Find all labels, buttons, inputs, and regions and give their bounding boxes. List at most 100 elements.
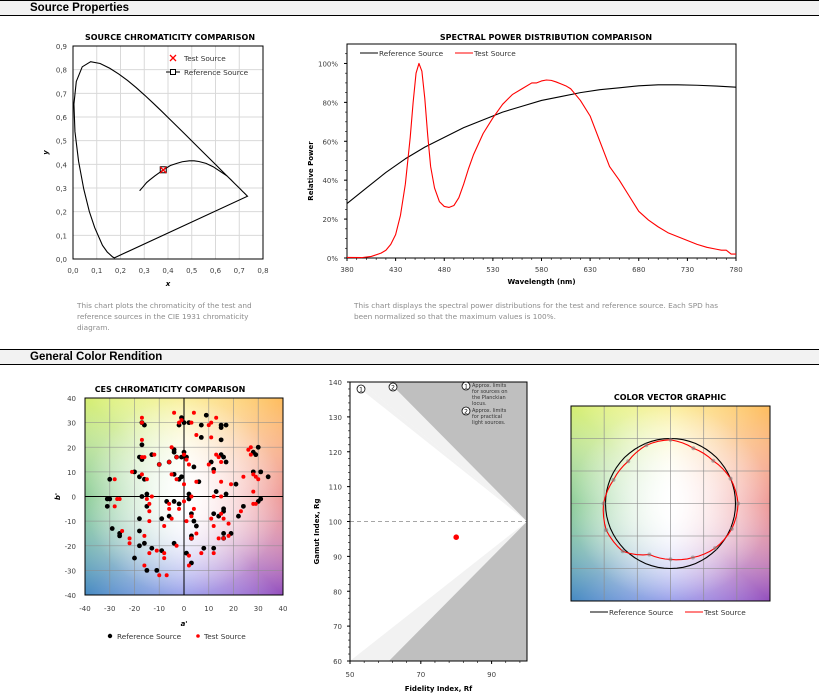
vector-line-reference-source	[604, 437, 737, 570]
y-tick-label: 20	[67, 444, 76, 452]
annotation-1-label: 1	[359, 387, 363, 394]
reference-point	[179, 474, 184, 480]
y-tick-label: 0,6	[56, 114, 68, 122]
test-point	[219, 511, 224, 516]
x-axis-label: x	[165, 280, 171, 288]
reference-point	[223, 491, 229, 497]
reference-point	[144, 567, 150, 573]
x-tick-label: -20	[129, 605, 140, 613]
y-tick-label: -20	[65, 543, 76, 551]
interior-corner	[350, 382, 361, 391]
legend-label: Test Source	[203, 632, 246, 641]
legend-1-marker	[461, 381, 471, 391]
x-tick-label: 0,3	[139, 267, 150, 275]
annotation-line: for practical	[472, 414, 502, 420]
legend-label: Reference Source	[117, 632, 182, 641]
x-axis-label: Fidelity Index, Rf	[405, 685, 473, 693]
y-tick-label: 0	[72, 494, 76, 502]
reference-point	[137, 516, 142, 522]
test-point	[241, 474, 246, 479]
test-point	[194, 479, 199, 484]
annotation-line: the Planckian	[472, 395, 506, 401]
vector-arrow	[691, 446, 696, 451]
reference-point	[265, 474, 271, 480]
legend-2-marker	[461, 406, 471, 416]
test-point	[191, 410, 196, 415]
reference-point	[132, 555, 137, 561]
reference-point-marker	[159, 166, 167, 174]
x-axis-label: a'	[181, 620, 188, 628]
test-point	[169, 445, 174, 450]
y-tick-label: 40	[67, 395, 76, 403]
test-point	[229, 482, 234, 487]
x-tick-label: 430	[389, 266, 402, 274]
vector-arrow	[713, 546, 718, 551]
reference-point	[149, 545, 155, 551]
annotation-line: for sources on	[472, 389, 508, 395]
reference-point	[104, 503, 110, 509]
legend-label: Reference Source	[379, 49, 444, 58]
test-point	[214, 415, 219, 420]
planckian-locus-line	[139, 160, 228, 192]
x-tick-label: 580	[535, 266, 548, 274]
ces-chart: CES CHROMATICITY COMPARISON -40 -30 -20 -10…	[54, 385, 287, 641]
annotation-line: Approx. limits	[472, 383, 507, 389]
y-tick-label: 0,3	[56, 185, 67, 193]
test-point	[157, 573, 162, 578]
legend-label: Test Source	[183, 54, 226, 63]
test-point	[214, 452, 219, 457]
x-tick-label: -40	[79, 605, 90, 613]
reference-point	[109, 526, 115, 531]
test-point	[186, 462, 191, 467]
annotation-1-marker	[356, 384, 366, 394]
reference-point	[171, 499, 177, 504]
y-axis-label: Relative Power	[307, 141, 315, 201]
test-point	[186, 553, 191, 558]
test-point	[169, 472, 174, 477]
test-point	[221, 516, 226, 521]
y-tick-label: 100%	[318, 60, 338, 68]
test-point	[167, 460, 172, 465]
x-tick-label: 10	[204, 605, 213, 613]
test-point	[216, 536, 221, 541]
section-title: General Color Rendition	[30, 351, 163, 363]
test-point	[194, 531, 199, 536]
y-tick-label: 0,5	[56, 138, 67, 146]
test-point	[246, 447, 251, 452]
y-tick-label: 0%	[327, 255, 338, 263]
test-point	[194, 432, 199, 437]
x-tick-label: 50	[346, 671, 355, 679]
reference-point	[201, 545, 207, 551]
test-point	[167, 501, 172, 506]
vector-arrow	[728, 476, 733, 481]
vector-arrow	[644, 443, 649, 448]
reference-point	[117, 533, 123, 539]
reference-point	[139, 494, 145, 499]
reference-point	[241, 503, 246, 509]
vector-arrow	[668, 437, 673, 442]
chart-title: SOURCE CHROMATICITY COMPARISON	[85, 33, 255, 42]
reference-point	[107, 496, 113, 502]
test-point	[112, 504, 117, 509]
reference-point	[218, 422, 224, 428]
legend-1-label: 1	[464, 384, 468, 391]
y-axis-label: b'	[54, 493, 62, 500]
test-point	[189, 494, 194, 499]
test-point	[147, 509, 152, 514]
test-point	[139, 420, 144, 425]
x-tick-label: 780	[729, 266, 742, 274]
y-tick-label: 60%	[322, 138, 338, 146]
test-point	[162, 524, 167, 529]
reference-point	[159, 516, 165, 522]
y-tick-label: 90	[333, 553, 342, 561]
y-tick-label: -10	[65, 518, 76, 526]
reference-point	[203, 412, 209, 418]
spectral-locus-line	[73, 61, 249, 259]
legend-label: Reference Source	[609, 608, 674, 617]
y-tick-label: 0,0	[56, 256, 67, 264]
y-tick-label: 0,9	[56, 43, 67, 51]
legend-marker-reference	[107, 633, 113, 639]
x-tick-label: 0,1	[91, 267, 102, 275]
test-point	[199, 551, 204, 556]
test-point	[172, 410, 177, 415]
